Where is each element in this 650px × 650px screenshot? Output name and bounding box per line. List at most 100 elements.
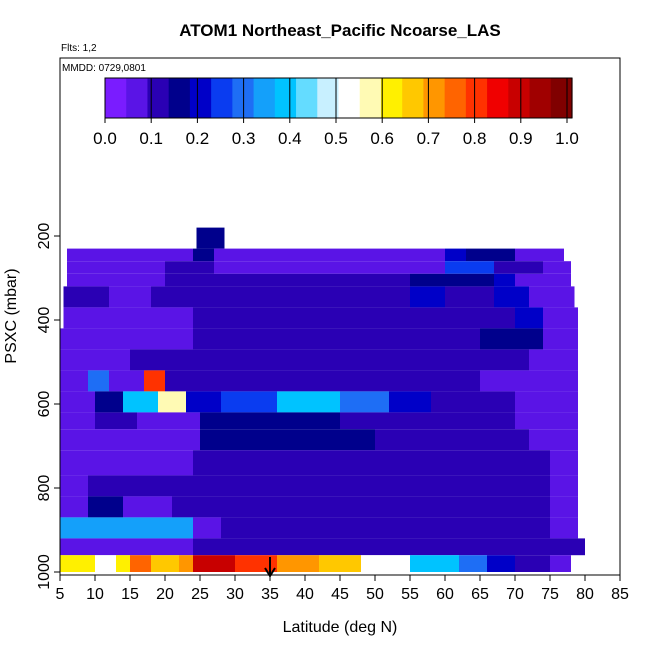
heatmap-cell	[459, 555, 487, 572]
heatmap-cell	[543, 370, 578, 392]
colorbar-swatch	[105, 78, 127, 118]
colorbar-swatch	[423, 78, 446, 118]
heatmap-cell	[340, 391, 389, 413]
heatmap-cell	[67, 248, 193, 262]
heatmap-cell	[389, 391, 431, 413]
heatmap-cell	[63, 307, 193, 329]
heatmap-cell	[221, 517, 550, 539]
y-tick-label: 400	[36, 307, 53, 334]
heatmap-cell	[480, 349, 529, 371]
heatmap-cell	[445, 538, 585, 556]
colorbar-swatch	[296, 78, 318, 118]
heatmap-cell	[515, 248, 564, 262]
heatmap-cell	[277, 391, 340, 413]
colorbar-swatch	[168, 78, 191, 118]
heatmap-cell	[431, 391, 515, 413]
x-tick-label: 5	[56, 586, 65, 603]
heatmap-cell	[165, 273, 270, 287]
heatmap-cell	[480, 370, 543, 392]
colorbar-swatch	[529, 78, 552, 118]
heatmap-cell	[60, 517, 193, 539]
heatmap-cell	[165, 370, 200, 392]
heatmap-cell	[200, 370, 480, 392]
colorbar-swatch	[465, 78, 488, 118]
heatmap-cell	[277, 555, 319, 572]
colorbar-swatch	[317, 78, 340, 118]
heatmap-cell	[445, 307, 515, 329]
heatmap-cell	[60, 412, 95, 430]
y-axis-label: PSXC (mbar)	[3, 268, 20, 363]
colorbar-swatch	[189, 78, 212, 118]
colorbar-tick-label: 0.5	[324, 129, 348, 148]
heatmap-cell	[130, 349, 200, 371]
heatmap-cell	[214, 261, 445, 274]
x-tick-label: 45	[331, 586, 349, 603]
colorbar-swatch	[402, 78, 425, 118]
heatmap-cell	[172, 496, 193, 518]
heatmap-cell	[193, 517, 221, 539]
x-tick-label: 65	[471, 586, 489, 603]
heatmap-cell	[515, 412, 578, 430]
heatmap-cell	[158, 391, 186, 413]
colorbar-swatch	[380, 78, 403, 118]
heatmap-cell	[529, 286, 575, 308]
heatmap-cell	[88, 496, 123, 518]
heatmap-cell	[193, 475, 550, 497]
x-tick-label: 10	[86, 586, 104, 603]
heatmap-cell	[494, 273, 515, 287]
date-annotation: MMDD: 0729,0801	[62, 63, 146, 74]
heatmap-cell	[543, 261, 571, 274]
colorbar-tick-label: 0.4	[278, 129, 302, 148]
colorbar-swatch	[338, 78, 361, 118]
marker-arrowhead	[264, 567, 276, 578]
x-tick-label: 70	[506, 586, 524, 603]
heatmap-cell	[550, 555, 571, 572]
y-tick-label: 800	[36, 475, 53, 502]
x-tick-label: 75	[541, 586, 559, 603]
x-tick-label: 40	[296, 586, 314, 603]
x-tick-label: 55	[401, 586, 419, 603]
heatmap-cell	[109, 286, 151, 308]
heatmap-cell	[200, 349, 480, 371]
heatmap-cell	[116, 555, 130, 572]
plot-frame	[59, 57, 621, 576]
colorbar-tick-label: 1.0	[555, 129, 579, 148]
heatmap-cell	[186, 391, 221, 413]
heatmap-cell	[319, 555, 361, 572]
heatmap-cell	[60, 475, 88, 497]
heatmap-cell	[88, 370, 109, 392]
heatmap-cell	[193, 496, 550, 518]
heatmap-cell	[221, 391, 277, 413]
colorbar-tick-label: 0.7	[417, 129, 441, 148]
heatmap-cell	[305, 538, 445, 556]
x-tick-label: 20	[156, 586, 174, 603]
colorbar-swatch	[550, 78, 573, 118]
heatmap-cell	[60, 450, 193, 476]
x-tick-label: 80	[576, 586, 594, 603]
heatmap-cell	[151, 555, 179, 572]
x-tick-label: 15	[121, 586, 139, 603]
heatmap-cell	[270, 273, 410, 287]
heatmap-cell	[179, 555, 193, 572]
heatmap-cell	[214, 286, 410, 308]
colorbar-swatch	[253, 78, 276, 118]
heatmap-cell	[410, 273, 494, 287]
x-tick-label: 30	[226, 586, 244, 603]
heatmap-cell	[165, 261, 214, 274]
heatmap-cell	[60, 349, 130, 371]
heatmap-cell	[515, 555, 550, 572]
heatmap-cell	[60, 391, 95, 413]
heatmap-cell	[88, 475, 193, 497]
heatmap-cell	[63, 286, 109, 308]
heatmap-cell	[445, 261, 494, 274]
heatmap-cell	[550, 517, 578, 539]
heatmap-cell	[193, 307, 445, 329]
x-axis-label: Latitude (deg N)	[283, 619, 398, 636]
heatmap-cell	[529, 429, 578, 451]
colorbar-swatch	[508, 78, 531, 118]
heatmap-cell	[123, 496, 172, 518]
heatmap-cell	[67, 261, 165, 274]
heatmap-cell	[543, 328, 578, 350]
heatmap-cell	[109, 370, 144, 392]
colorbar-tick-label: 0.1	[139, 129, 163, 148]
